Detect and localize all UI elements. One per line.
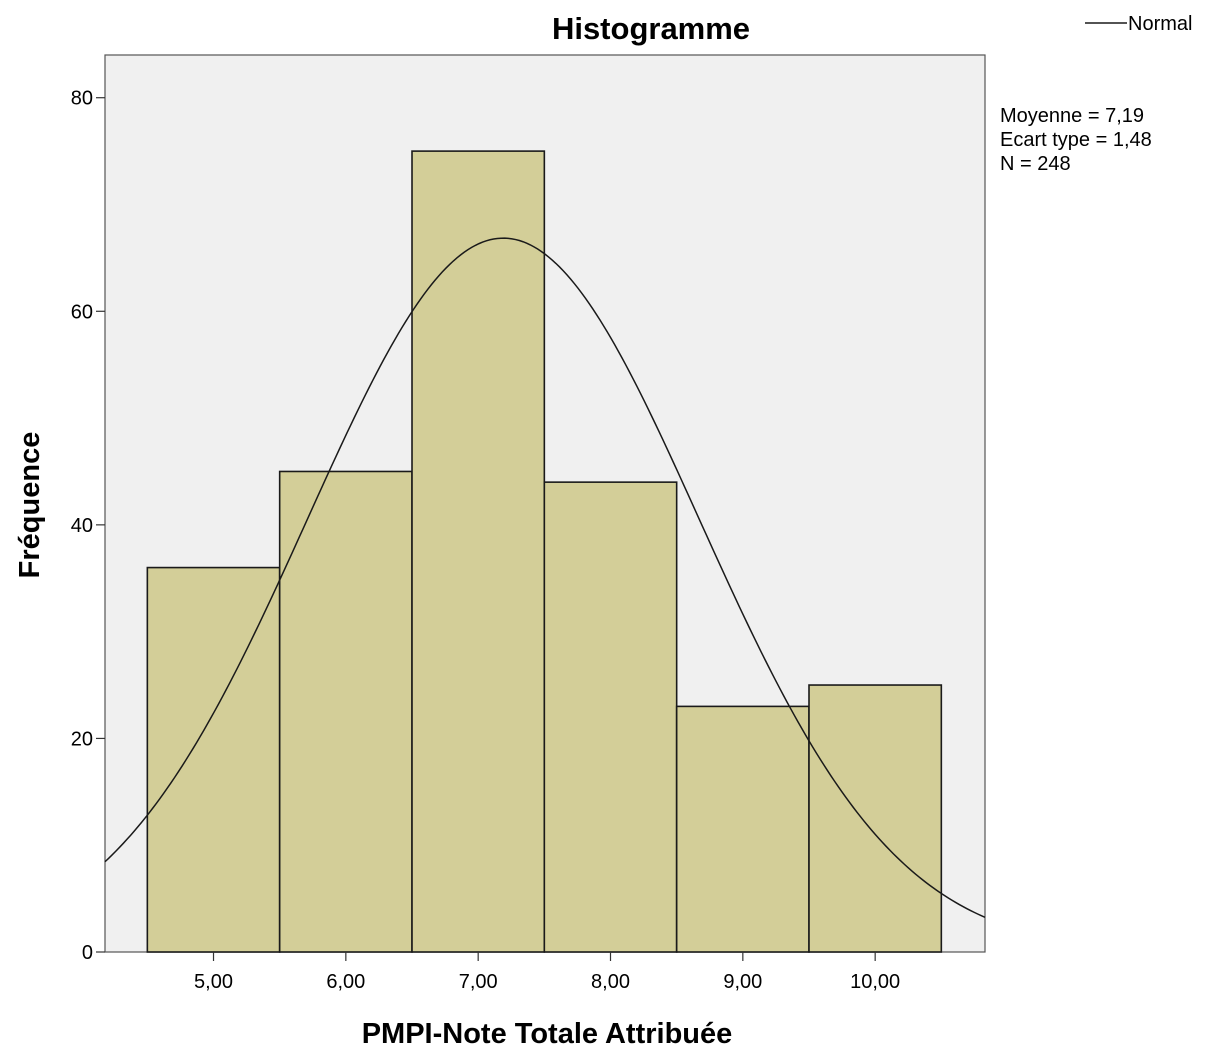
x-axis-title: PMPI-Note Totale Attribuée (362, 1018, 733, 1050)
bar-2 (411, 150, 546, 953)
x-tick-label: 5,00 (194, 971, 233, 993)
bar-3 (543, 481, 678, 953)
x-tick-label: 9,00 (723, 971, 762, 993)
bar-5 (808, 684, 943, 953)
x-tick-label: 10,00 (850, 971, 900, 993)
y-tick-label: 60 (71, 301, 93, 323)
y-axis-title: Fréquence (14, 432, 46, 579)
y-tick-label: 80 (71, 88, 93, 110)
legend-label: Normal (1128, 13, 1192, 35)
stats-n: N = 248 (1000, 153, 1071, 175)
bar-4 (675, 705, 810, 953)
y-axis: 0 20 40 60 80 (71, 88, 105, 964)
legend: Normal (1085, 13, 1192, 35)
normal-curve (104, 237, 986, 919)
y-tick-label: 0 (82, 942, 93, 964)
stats-mean: Moyenne = 7,19 (1000, 105, 1144, 127)
stats-sd: Ecart type = 1,48 (1000, 129, 1152, 151)
x-tick-label: 6,00 (326, 971, 365, 993)
bar-1 (278, 470, 413, 953)
chart-title: Histogramme (552, 11, 750, 46)
x-tick-label: 7,00 (459, 971, 498, 993)
x-axis: 5,00 6,00 7,00 8,00 9,00 10,00 (194, 952, 900, 993)
y-tick-label: 40 (71, 515, 93, 537)
y-tick-label: 20 (71, 728, 93, 750)
bar-0 (146, 566, 281, 953)
x-tick-label: 8,00 (591, 971, 630, 993)
bars-group (146, 150, 943, 953)
stats-box: Moyenne = 7,19 Ecart type = 1,48 N = 248 (1000, 105, 1152, 175)
